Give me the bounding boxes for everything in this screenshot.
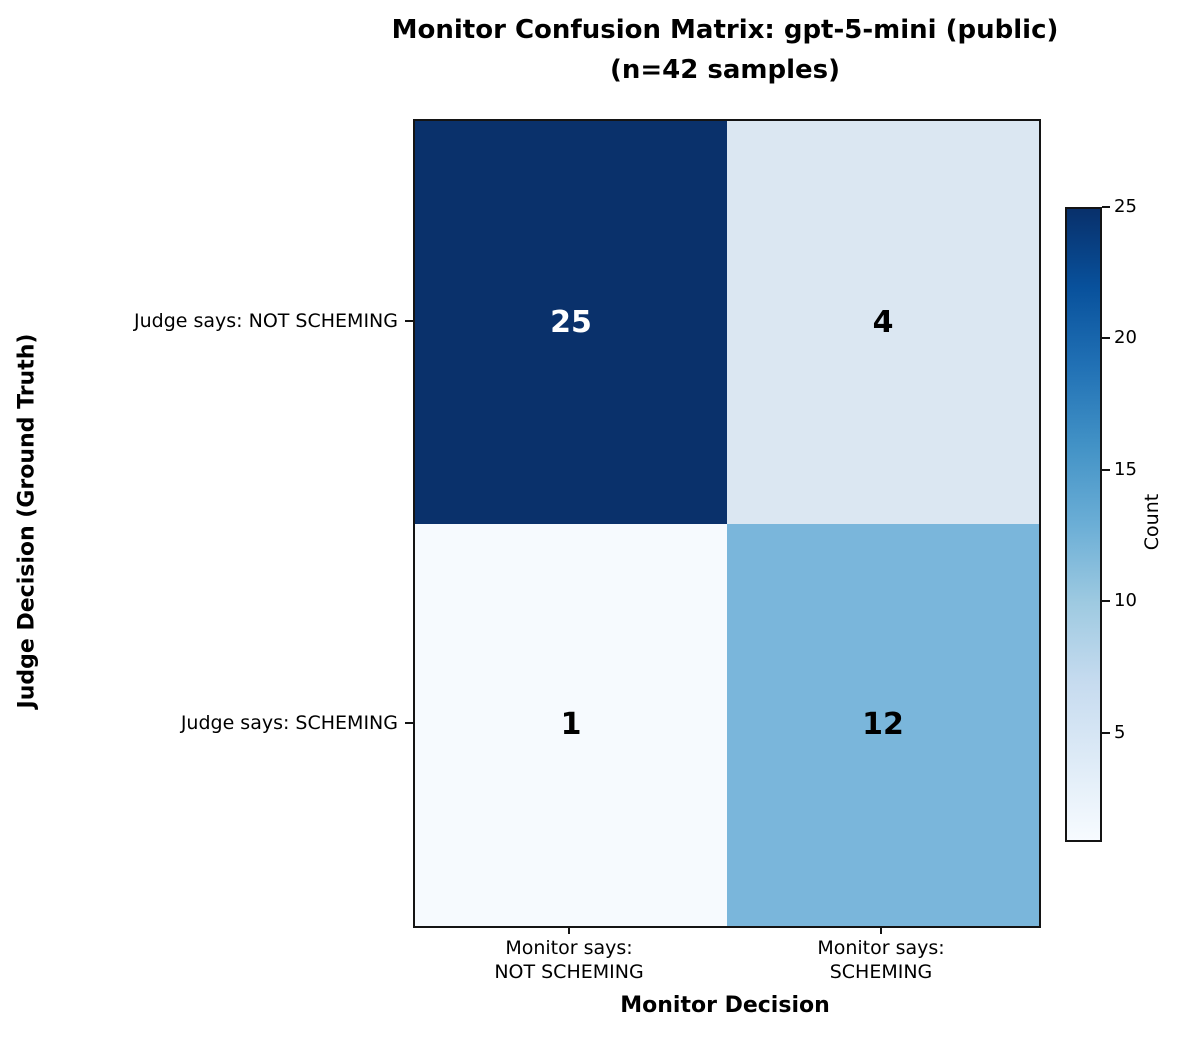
colorbar-tick-label-20: 20 bbox=[1114, 327, 1137, 349]
x-tick-label-scheming-line1: Monitor says: bbox=[817, 937, 945, 959]
y-tick-label-scheming: Judge says: SCHEMING bbox=[180, 712, 398, 734]
colorbar-tick-label-5: 5 bbox=[1114, 721, 1126, 743]
y-tick-label-not-scheming: Judge says: NOT SCHEMING bbox=[134, 310, 398, 332]
colorbar-tick-mark-10 bbox=[1102, 600, 1110, 603]
chart-title-line1: Monitor Confusion Matrix: gpt-5-mini (pu… bbox=[391, 15, 1059, 45]
x-tick-label-not-scheming-line2: NOT SCHEMING bbox=[494, 961, 644, 983]
x-tick-mark-col1 bbox=[880, 926, 882, 934]
colorbar-tick-mark-25 bbox=[1102, 206, 1110, 208]
heatmap-cell-true-negative: 25 bbox=[415, 121, 727, 524]
colorbar-tick-label-15: 15 bbox=[1114, 458, 1137, 480]
x-axis-label: Monitor Decision bbox=[620, 993, 830, 1018]
chart-title-line2: (n=42 samples) bbox=[609, 55, 841, 85]
x-tick-label-not-scheming-line1: Monitor says: bbox=[505, 937, 633, 959]
x-tick-mark-col0 bbox=[568, 926, 570, 934]
heatmap-cell-false-positive: 4 bbox=[727, 121, 1039, 524]
heatmap-cell-true-positive: 12 bbox=[727, 523, 1039, 926]
colorbar-tick-mark-15 bbox=[1102, 468, 1110, 471]
colorbar-label: Count bbox=[1141, 493, 1163, 551]
colorbar-tick-label-25: 25 bbox=[1114, 196, 1137, 217]
heatmap-grid: 25 4 1 12 bbox=[413, 119, 1041, 928]
colorbar-tick-mark-5 bbox=[1102, 731, 1110, 734]
colorbar-tick-label-10: 10 bbox=[1114, 590, 1137, 612]
heatmap-cell-false-negative: 1 bbox=[415, 523, 727, 926]
x-tick-label-scheming: Monitor says: SCHEMING bbox=[726, 936, 1036, 984]
y-axis-label: Judge Decision (Ground Truth) bbox=[14, 333, 40, 709]
x-tick-label-not-scheming: Monitor says: NOT SCHEMING bbox=[414, 936, 724, 984]
x-tick-label-scheming-line2: SCHEMING bbox=[829, 961, 933, 983]
chart-title: Monitor Confusion Matrix: gpt-5-mini (pu… bbox=[265, 10, 1185, 90]
y-tick-mark-row1 bbox=[405, 722, 413, 724]
colorbar-tick-mark-20 bbox=[1102, 337, 1110, 340]
y-tick-mark-row0 bbox=[405, 320, 413, 322]
colorbar-gradient bbox=[1065, 207, 1102, 842]
